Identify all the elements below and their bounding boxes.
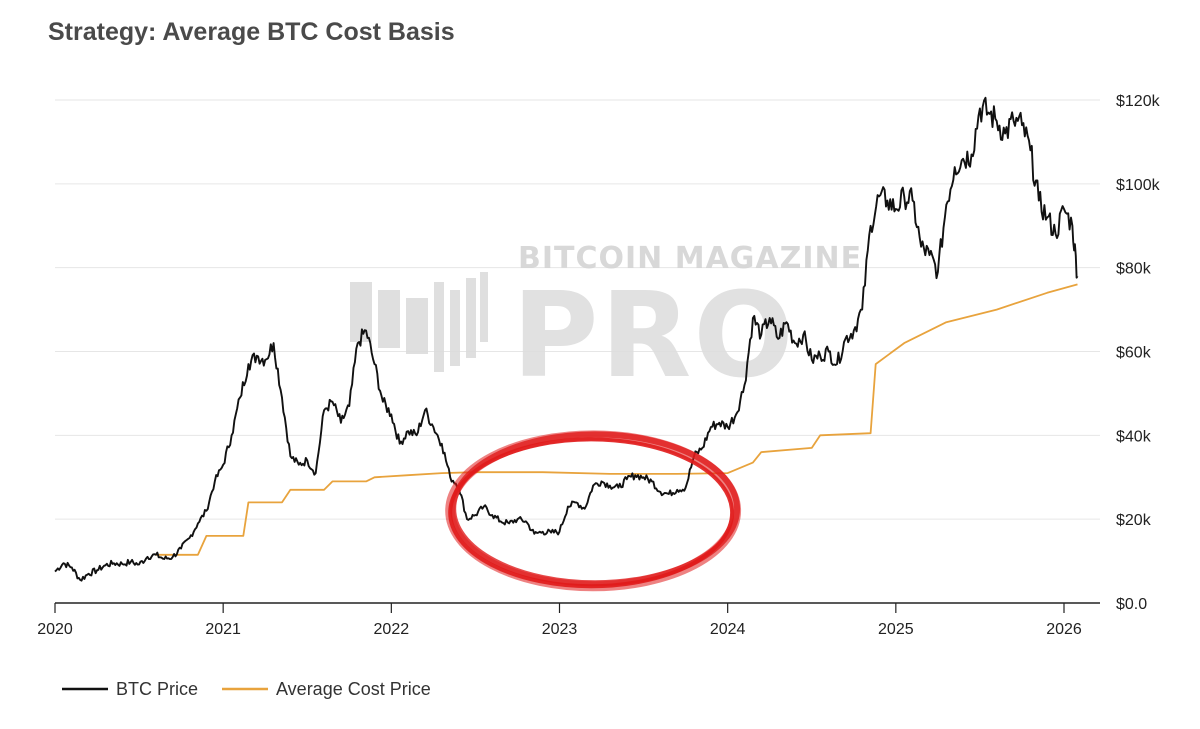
highlight-ellipse-annotation bbox=[445, 430, 742, 592]
x-tick-label: 2024 bbox=[710, 621, 746, 638]
watermark-logo-icon bbox=[350, 272, 488, 372]
axes: $0.0 $20k $40k $60k $80k $100k $120k 2020 2021 20… bbox=[37, 93, 1160, 638]
chart-title: Strategy: Average BTC Cost Basis bbox=[48, 18, 455, 46]
watermark: BITCOIN MAGAZINE PRO bbox=[350, 241, 862, 404]
legend-label-average-cost-price: Average Cost Price bbox=[276, 679, 431, 699]
y-tick-label: $80k bbox=[1116, 261, 1152, 278]
y-tick-label: $120k bbox=[1116, 93, 1161, 110]
y-tick-label: $60k bbox=[1116, 345, 1152, 362]
x-tick-label: 2021 bbox=[205, 621, 241, 638]
highlight-ellipse-stroke bbox=[450, 431, 741, 587]
x-tick-label: 2020 bbox=[37, 621, 73, 638]
legend-label-btc-price: BTC Price bbox=[116, 679, 198, 699]
legend: BTC Price Average Cost Price bbox=[62, 679, 431, 699]
x-tick-label: 2022 bbox=[374, 621, 410, 638]
watermark-main-text: PRO bbox=[512, 266, 796, 404]
highlight-ellipse-stroke bbox=[448, 437, 735, 589]
x-tick-label: 2023 bbox=[542, 621, 578, 638]
gridlines bbox=[55, 99, 1100, 520]
y-tick-label: $20k bbox=[1116, 512, 1152, 529]
x-tick-label: 2026 bbox=[1046, 621, 1082, 638]
watermark-top-text: BITCOIN MAGAZINE bbox=[518, 241, 862, 276]
y-tick-label: $100k bbox=[1116, 177, 1161, 194]
x-tick-label: 2025 bbox=[878, 621, 914, 638]
y-tick-label: $40k bbox=[1116, 428, 1152, 445]
y-tick-label: $0.0 bbox=[1116, 596, 1147, 613]
series-line-btc-price bbox=[54, 96, 1079, 582]
series-line-average-cost-price bbox=[155, 283, 1078, 556]
